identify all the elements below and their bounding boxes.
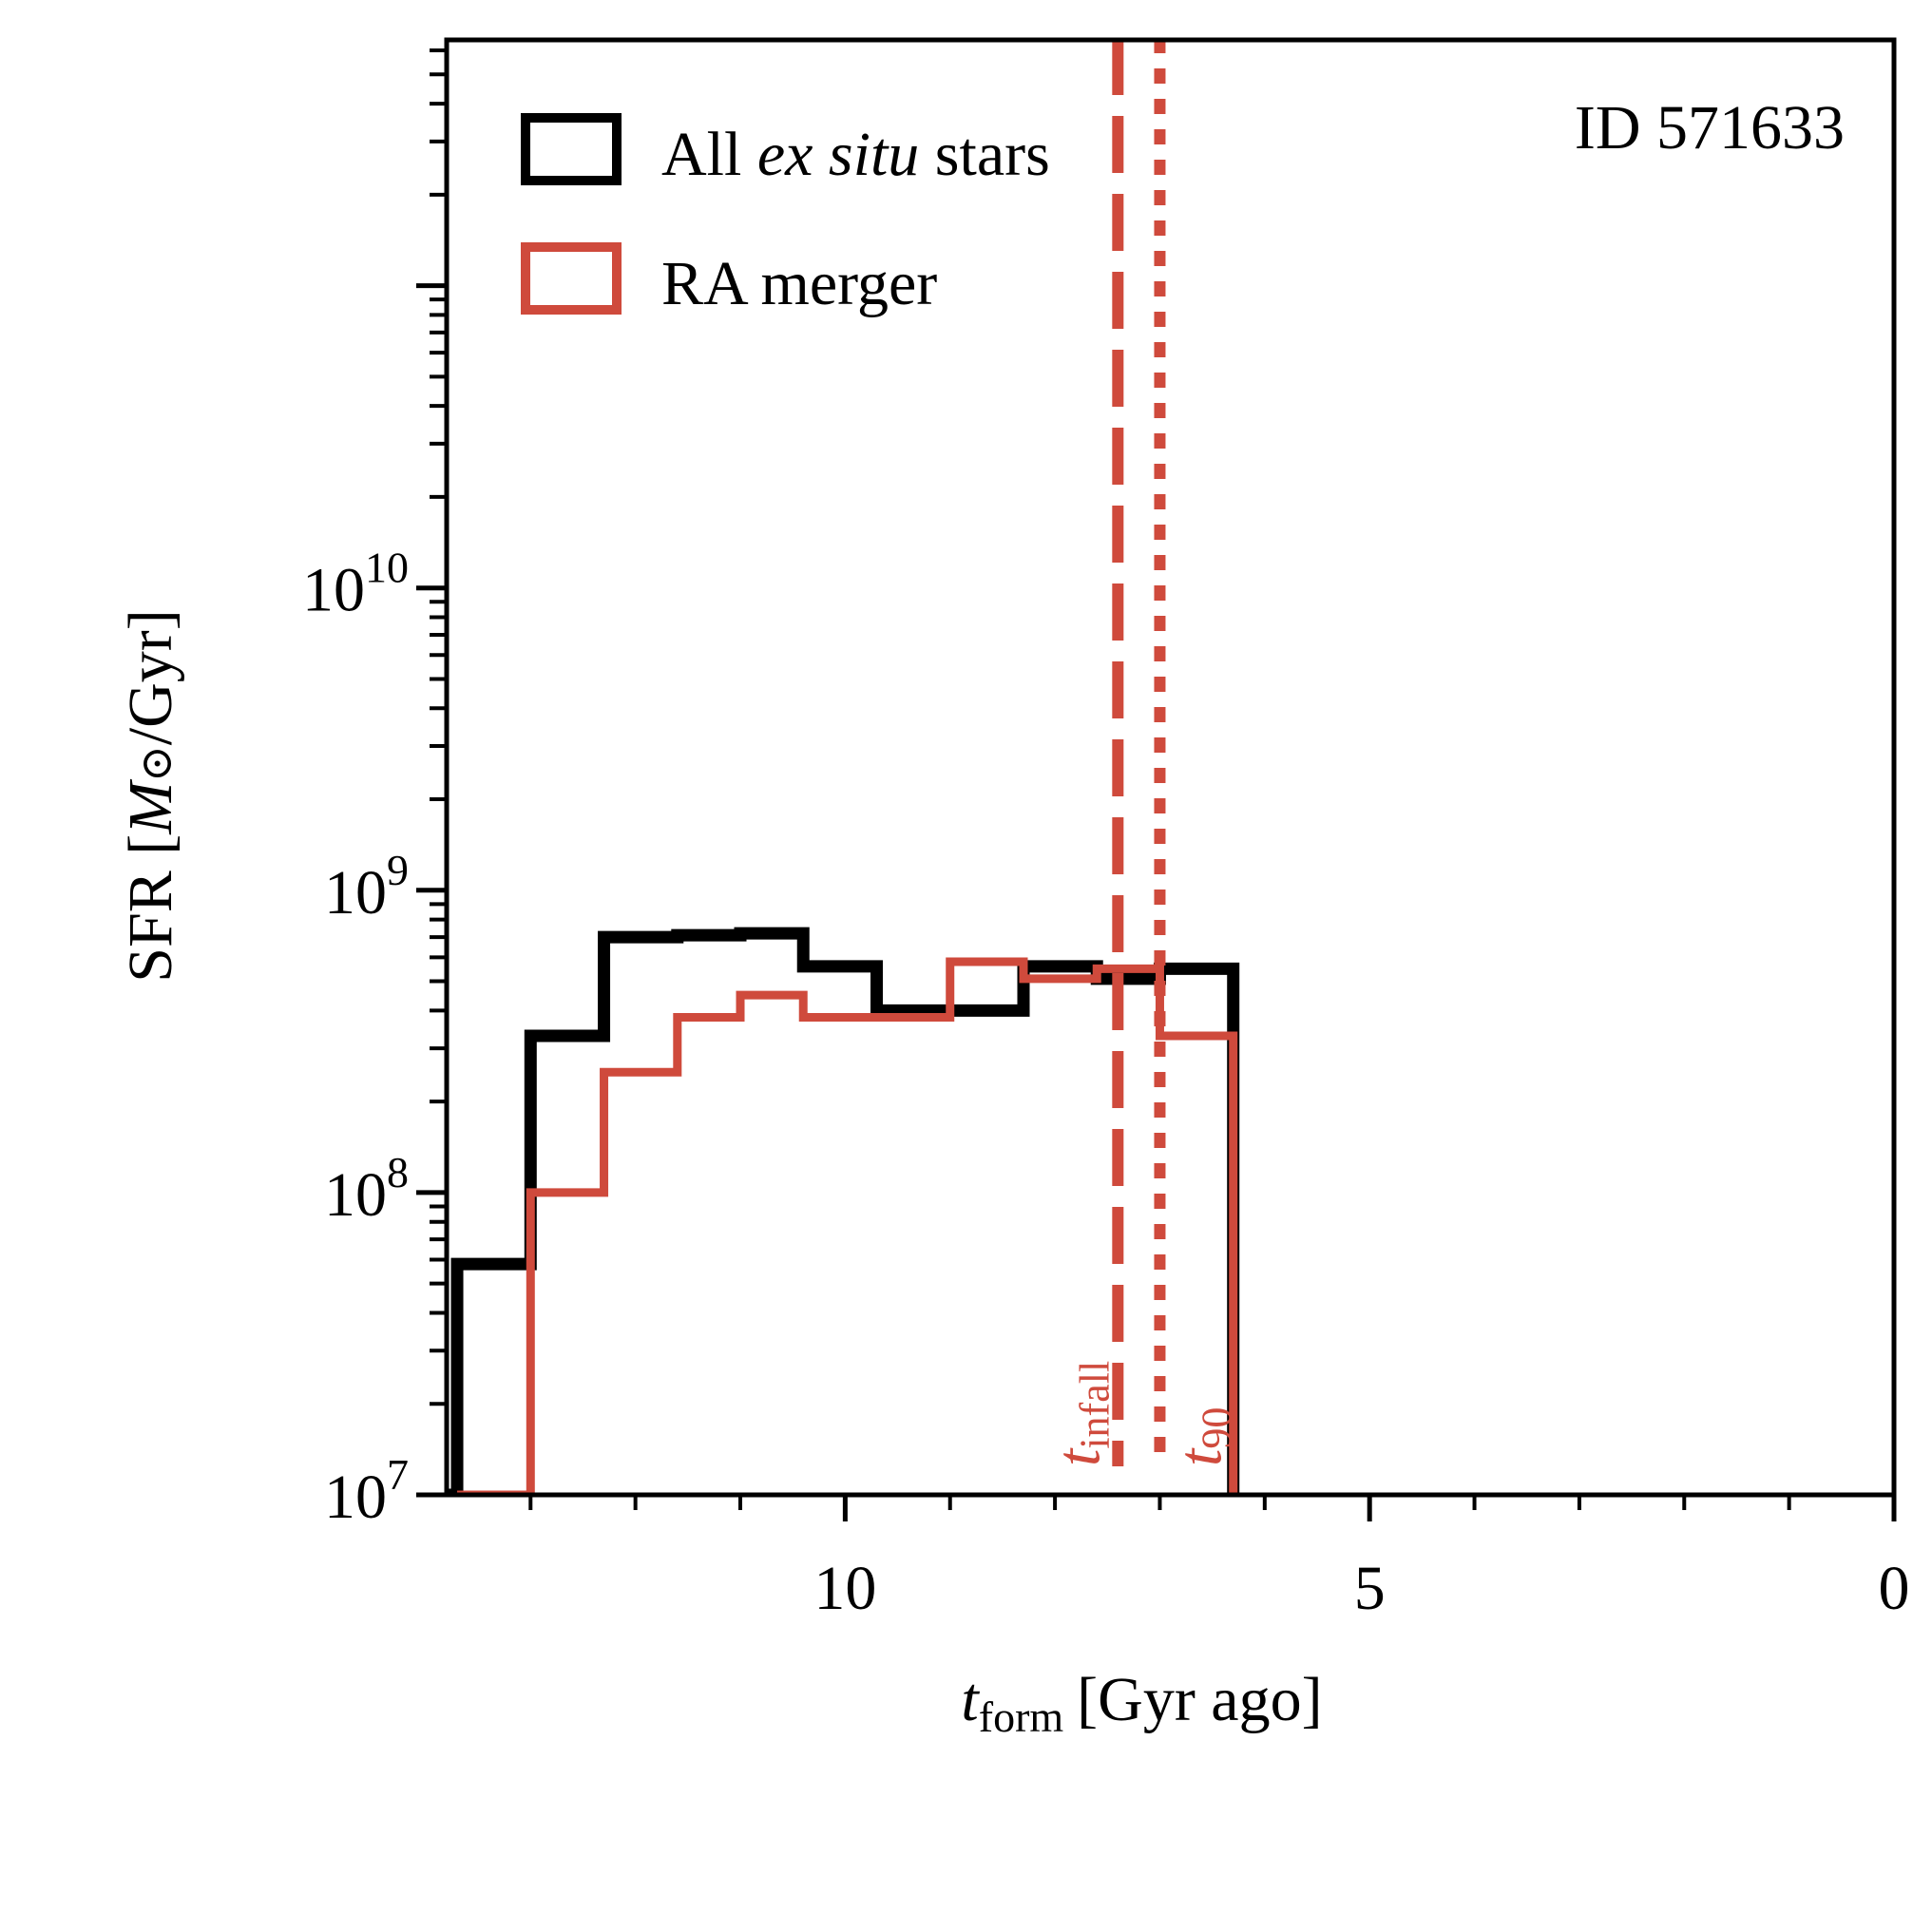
- x-tick-label: 0: [1879, 1554, 1910, 1623]
- x-tick-label: 10: [813, 1554, 876, 1623]
- legend-swatch-ra-merger: [521, 242, 622, 315]
- legend-label-all-ex-situ: All ex situ stars: [661, 120, 1050, 189]
- series-layer: [447, 927, 1240, 1495]
- y-tick-label: 1010: [302, 544, 409, 625]
- y-axis-title: SFR [M⊙/Gyr]: [116, 609, 185, 982]
- legend: All ex situ stars RA merger: [521, 113, 1050, 318]
- y-tick-label: 108: [324, 1148, 409, 1230]
- series-1-step-line: [457, 957, 1238, 1495]
- series-0-step-line: [447, 927, 1240, 1495]
- legend-swatch-all-ex-situ: [521, 113, 622, 185]
- y-tick-label: 109: [324, 846, 409, 928]
- x-tick-label: 5: [1354, 1554, 1386, 1623]
- plot-frame: [444, 37, 1897, 1498]
- vline-layer: [1112, 38, 1166, 1466]
- galaxy-id-annotation: ID 571633: [1575, 93, 1845, 163]
- ticks-layer: 10 5 0 107 108 109 1010: [302, 48, 1910, 1623]
- y-tick-label: 107: [324, 1450, 409, 1532]
- t-infall-label: tinfall: [1043, 1361, 1118, 1466]
- x-axis-title: tform [Gyr ago]: [961, 1665, 1322, 1741]
- t-90-label: t90: [1165, 1407, 1239, 1466]
- legend-label-ra-merger: RA merger: [661, 249, 937, 318]
